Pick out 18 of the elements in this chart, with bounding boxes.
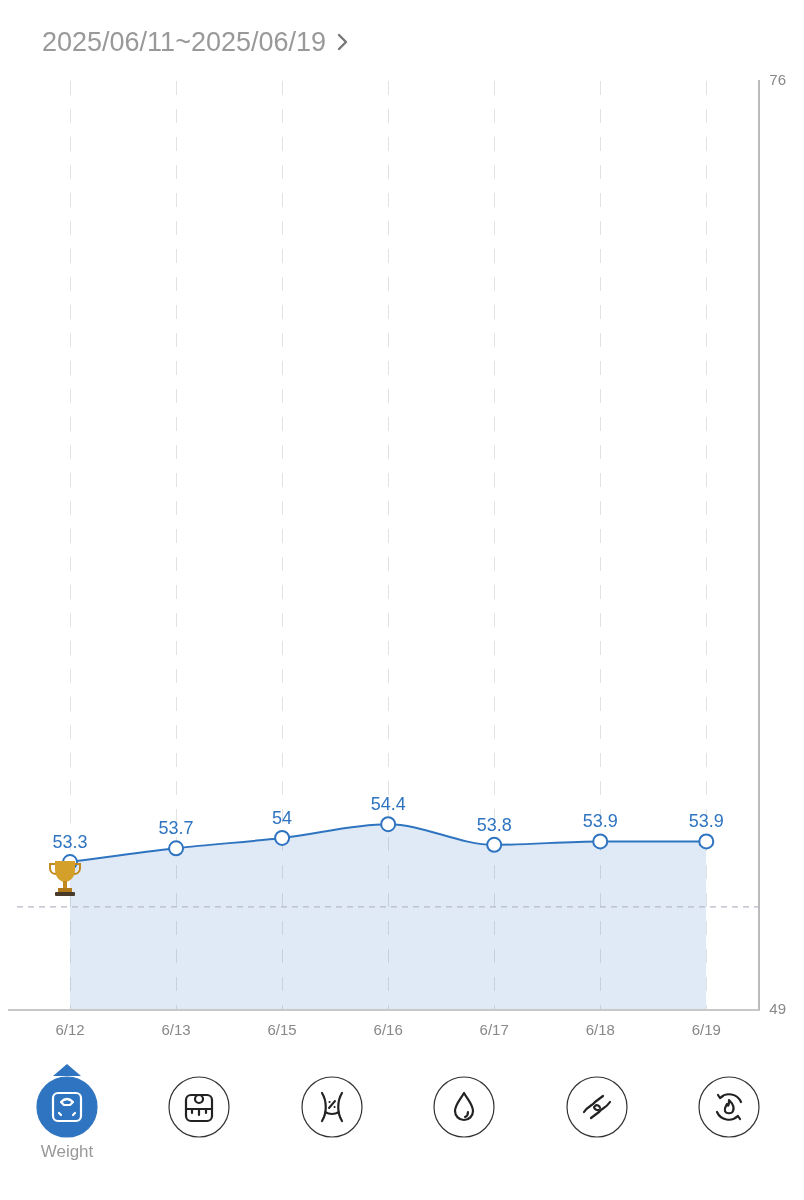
data-label: 53.7 [158,818,194,839]
x-tick-label: 6/19 [691,1021,721,1039]
data-label: 53.8 [476,814,512,835]
x-tick-label: 6/17 [479,1021,509,1039]
x-tick-label: 6/15 [267,1021,297,1039]
x-tick-label: 6/16 [373,1021,403,1039]
y-tick-label: 76 [769,71,786,89]
data-label: 54.4 [370,794,406,815]
data-label: 53.3 [52,832,88,853]
y-tick-label: 49 [769,1000,786,1018]
x-tick-label: 6/18 [585,1021,615,1039]
data-label: 54 [272,807,293,828]
text: Weight [40,1142,94,1162]
data-label: 53.9 [688,811,724,832]
chart-title: 2025/06/11~2025/06/19 [42,26,327,58]
x-tick-label: 6/13 [161,1021,191,1039]
data-label: 53.9 [582,811,618,832]
x-tick-label: 6/12 [55,1021,85,1039]
